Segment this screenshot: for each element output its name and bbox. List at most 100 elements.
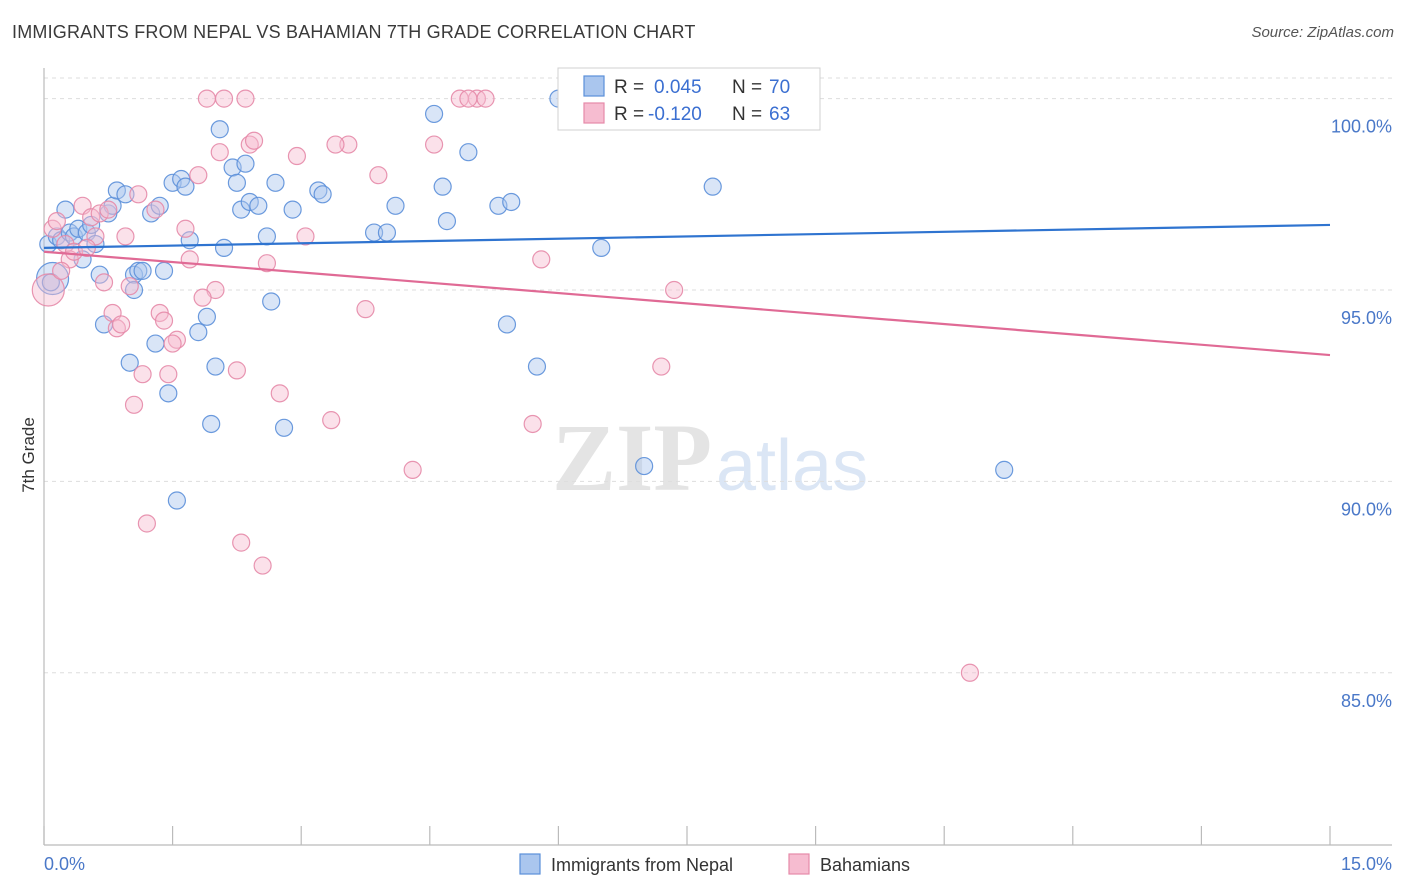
point-bahamians (47, 212, 66, 231)
series-bahamians-points (31, 89, 980, 682)
point-bahamians (163, 334, 182, 353)
point-bahamians (90, 204, 109, 223)
point-nepal (129, 261, 148, 280)
legend-n-value-2: 63 (769, 104, 790, 125)
bottom-legend: Immigrants from Nepal Bahamians (519, 853, 910, 875)
point-bahamians (193, 288, 212, 307)
point-nepal (313, 185, 332, 204)
point-bahamians (214, 89, 234, 108)
point-nepal (116, 185, 135, 204)
point-bahamians (94, 273, 114, 292)
y-axis-tick-labels: 100.0% 95.0% 90.0% 85.0% (1331, 117, 1392, 711)
point-nepal (159, 384, 178, 403)
point-bahamians (356, 300, 375, 319)
point-nepal (635, 456, 654, 476)
point-nepal (210, 120, 229, 139)
legend-r-label-1: R = (614, 77, 644, 98)
y-tick-label: 90.0% (1341, 499, 1392, 519)
point-nepal (497, 315, 517, 334)
point-nepal (703, 177, 722, 196)
bottom-legend-swatch-bahamians (788, 853, 810, 875)
point-bahamians (652, 357, 671, 376)
point-nepal (502, 192, 521, 212)
point-nepal (197, 307, 216, 326)
bottom-legend-label-bahamians: Bahamians (820, 855, 910, 875)
point-nepal (459, 143, 478, 162)
point-nepal (283, 200, 302, 219)
legend-swatch-blue (583, 75, 605, 97)
point-bahamians (197, 89, 216, 108)
point-bahamians (129, 185, 148, 204)
point-bahamians (154, 311, 174, 330)
source-credit: Source: ZipAtlas.com (1251, 24, 1394, 41)
point-bahamians (31, 273, 65, 307)
y-tick-label: 100.0% (1331, 117, 1392, 137)
x-tick-label-max: 15.0% (1341, 854, 1392, 874)
trend-line-bahamians (43, 250, 1331, 357)
point-nepal (262, 292, 281, 311)
point-bahamians (82, 208, 101, 227)
x-axis-ticks (43, 826, 1331, 845)
point-bahamians (116, 227, 135, 246)
watermark-zip: ZIP (552, 404, 712, 511)
legend-r-label-2: R = (614, 104, 644, 125)
legend-n-value-1: 70 (769, 77, 790, 98)
bottom-legend-swatch-nepal (519, 853, 541, 875)
point-nepal (107, 181, 126, 200)
y-axis-label: 7th Grade (19, 417, 38, 493)
point-bahamians (244, 131, 264, 150)
point-nepal (995, 460, 1014, 479)
point-bahamians (257, 254, 277, 273)
point-nepal (274, 418, 294, 437)
point-nepal (206, 357, 225, 376)
point-nepal (176, 177, 195, 196)
legend-swatch-pink (583, 102, 605, 124)
point-bahamians (287, 146, 307, 166)
point-bahamians (322, 411, 341, 430)
point-nepal (202, 414, 221, 434)
trend-line-nepal (43, 223, 1331, 249)
point-bahamians (120, 277, 139, 296)
point-bahamians (369, 166, 388, 185)
point-bahamians (159, 365, 178, 384)
point-bahamians (403, 460, 422, 479)
point-bahamians (232, 533, 251, 552)
x-tick-label-min: 0.0% (44, 854, 85, 874)
point-bahamians (52, 261, 71, 280)
point-nepal (120, 353, 139, 372)
point-nepal (189, 323, 208, 342)
stats-legend: R = 0.045 N = 70 R = -0.120 N = 63 (557, 67, 821, 131)
legend-r-value-1: 0.045 (654, 77, 702, 98)
y-tick-label: 95.0% (1341, 308, 1392, 328)
point-bahamians (532, 250, 551, 269)
chart-title: IMMIGRANTS FROM NEPAL VS BAHAMIAN 7TH GR… (12, 22, 696, 42)
point-nepal (266, 173, 285, 192)
trend-lines (43, 223, 1331, 357)
point-nepal (86, 234, 105, 254)
point-bahamians (236, 89, 255, 108)
point-nepal (437, 212, 457, 231)
legend-r-value-2: -0.120 (648, 104, 702, 125)
point-bahamians (99, 200, 118, 219)
point-bahamians (424, 135, 444, 154)
legend-n-label-2: N = (732, 104, 762, 125)
legend-n-label-1: N = (732, 77, 762, 98)
point-bahamians (459, 89, 478, 108)
point-bahamians (339, 135, 358, 154)
point-bahamians (137, 514, 156, 533)
point-bahamians (180, 250, 199, 269)
point-nepal (424, 104, 444, 124)
watermark-atlas: atlas (716, 426, 868, 506)
point-bahamians (253, 556, 272, 575)
point-bahamians (189, 166, 208, 185)
point-bahamians (326, 135, 345, 154)
point-nepal (227, 173, 246, 192)
point-bahamians (227, 361, 246, 380)
point-nepal (249, 196, 268, 215)
point-nepal (592, 238, 611, 257)
point-nepal (433, 177, 452, 196)
point-nepal (236, 154, 255, 173)
point-nepal (257, 227, 277, 246)
point-nepal (240, 192, 259, 212)
point-bahamians (960, 663, 980, 682)
